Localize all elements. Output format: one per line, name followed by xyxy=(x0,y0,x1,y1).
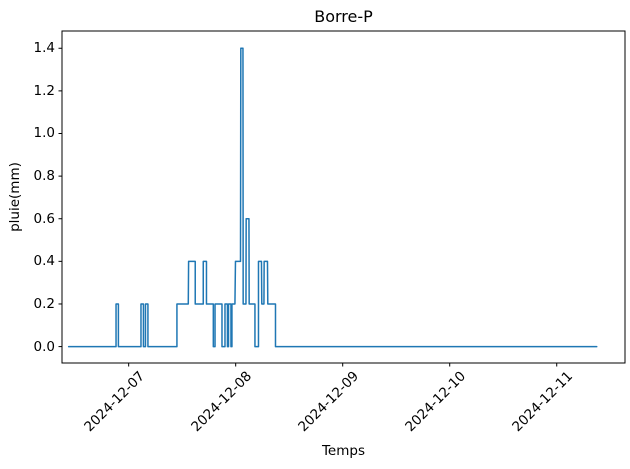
chart-title: Borre-P xyxy=(314,7,373,26)
y-tick-label: 1.4 xyxy=(33,40,55,57)
y-tick-label: 1.0 xyxy=(33,125,55,142)
y-tick-label: 0.0 xyxy=(33,338,55,355)
y-tick-label: 0.4 xyxy=(33,253,55,270)
y-tick-label: 1.2 xyxy=(33,82,55,99)
rain-series-line xyxy=(67,47,598,348)
y-tick-label: 0.8 xyxy=(33,168,55,185)
plot-border xyxy=(61,30,626,364)
y-tick-label: 0.2 xyxy=(33,295,55,312)
y-tick-label: 0.6 xyxy=(33,210,55,227)
x-axis-label: Temps xyxy=(321,443,365,459)
